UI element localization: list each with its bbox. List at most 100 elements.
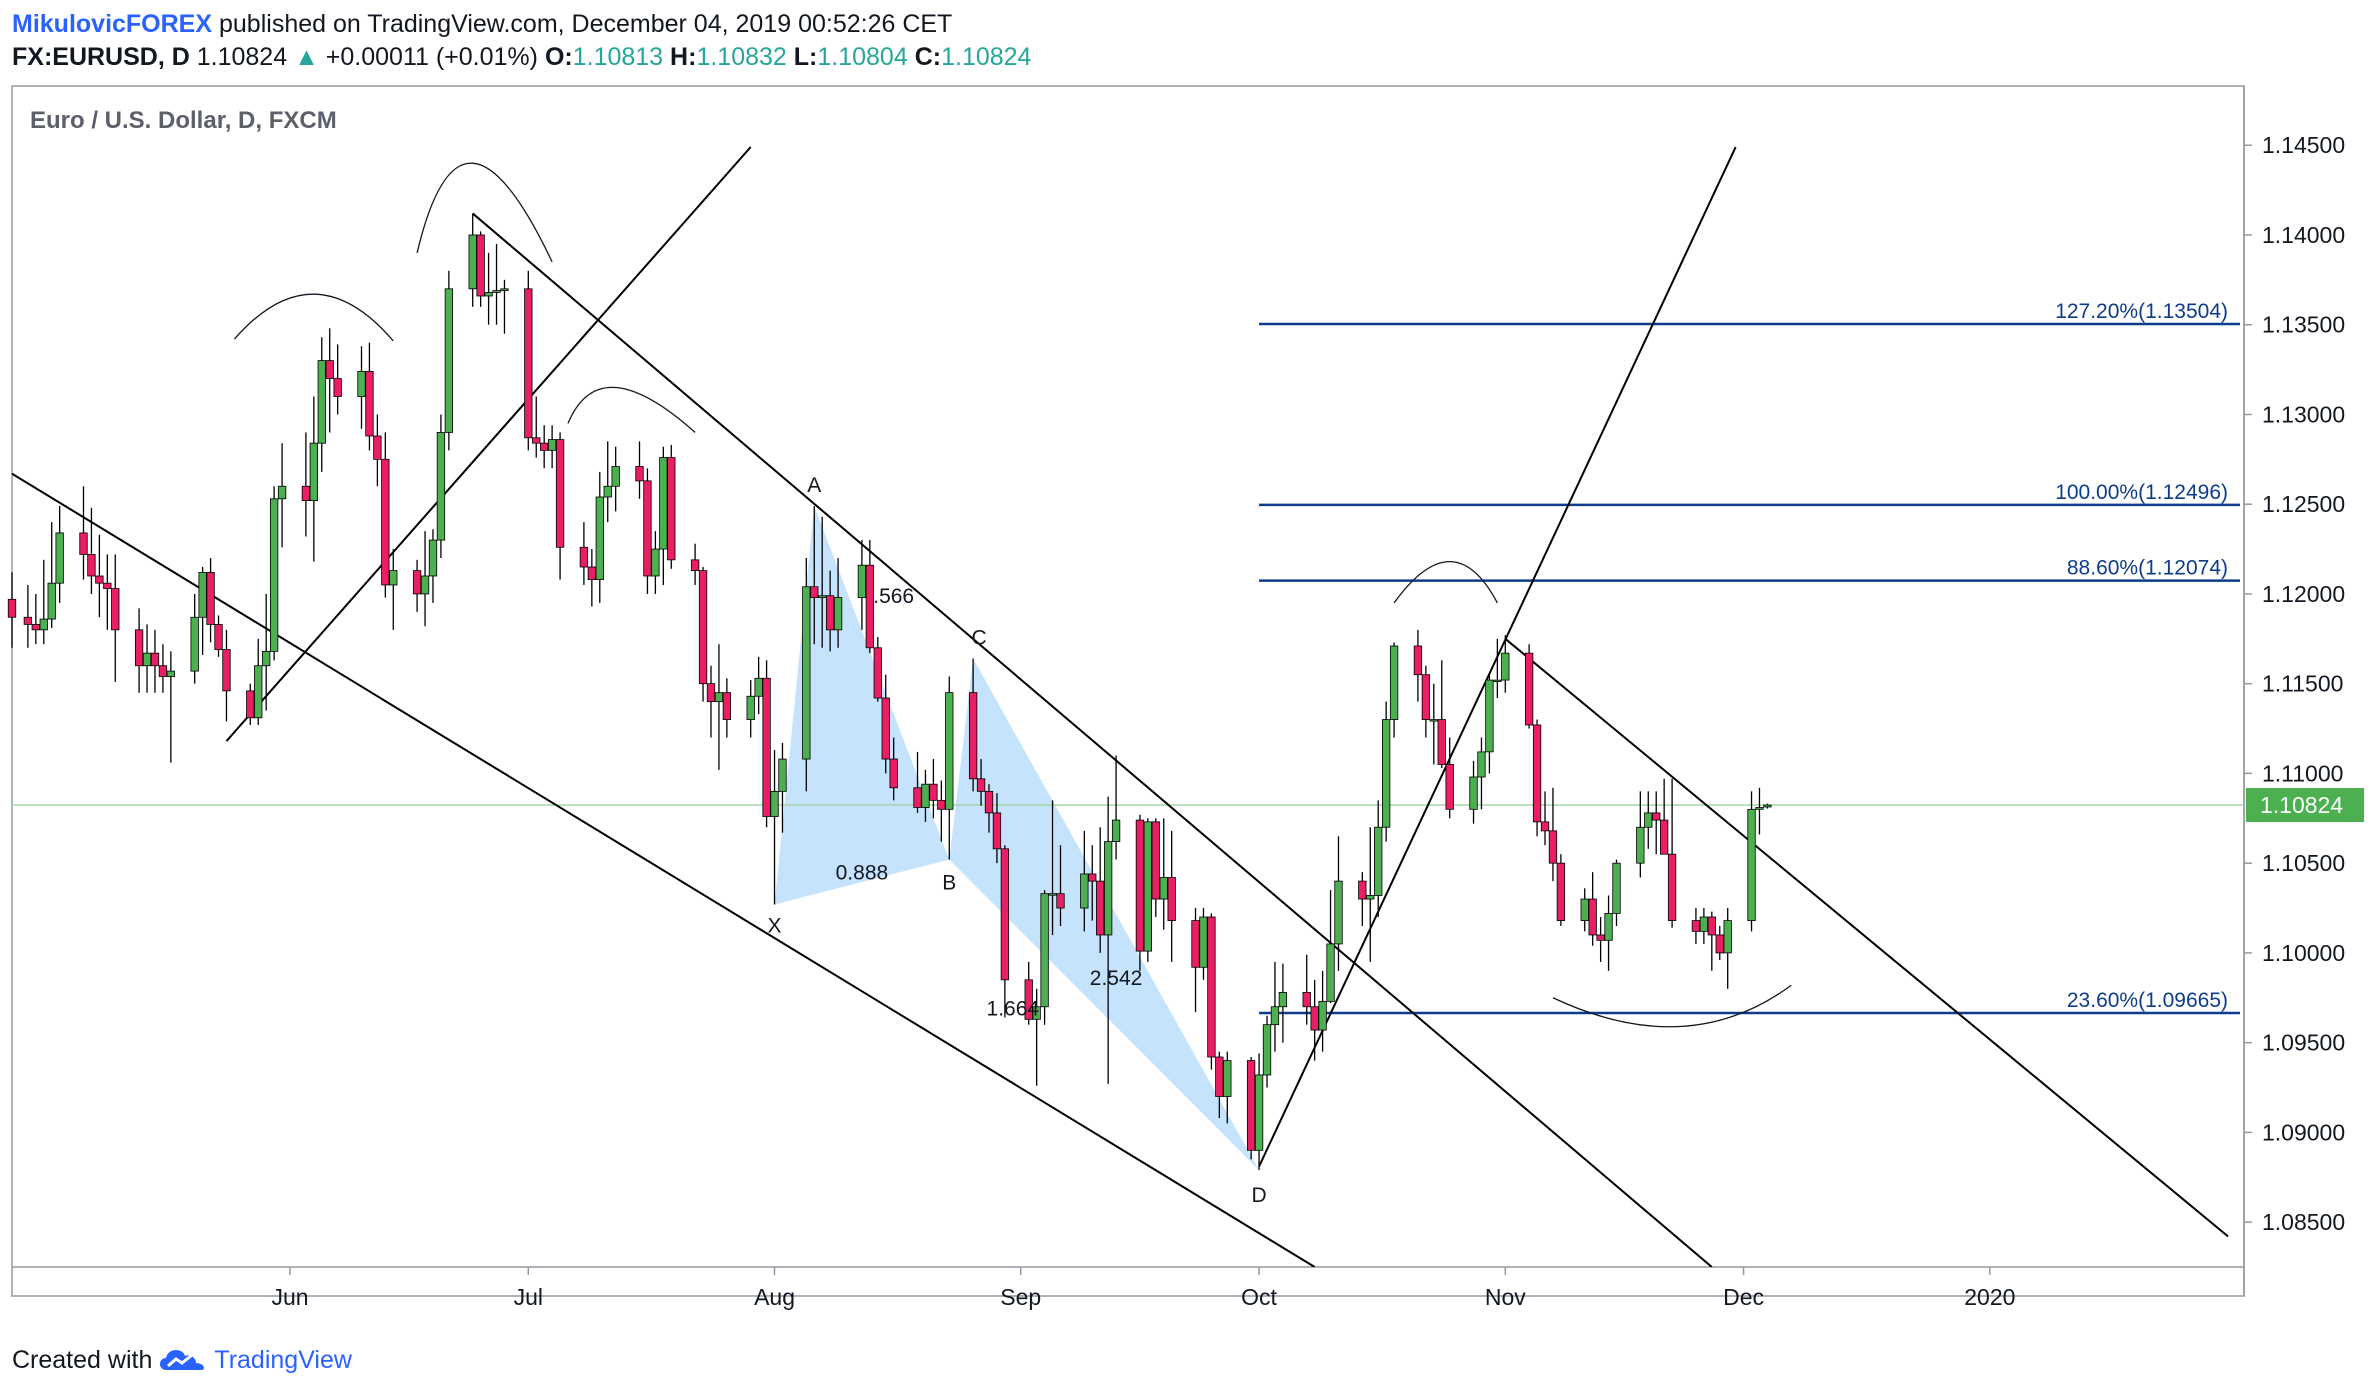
price-tag-label: 1.10824	[2260, 792, 2343, 818]
candle-body	[1381, 719, 1391, 828]
candle-body	[1254, 1074, 1264, 1151]
candle	[524, 270, 533, 451]
candle-body	[587, 566, 596, 580]
y-tick-label: 1.10000	[2262, 940, 2345, 966]
candle-body	[1699, 916, 1709, 932]
candle	[587, 549, 596, 607]
candle	[635, 441, 644, 499]
candle-body	[1207, 916, 1216, 1058]
tradingview-brand-link[interactable]: TradingView	[214, 1346, 352, 1374]
candle-body	[1056, 893, 1065, 909]
candle	[1024, 961, 1033, 1025]
symbol-label: FX:EURUSD, D	[12, 43, 190, 71]
candle-body	[222, 649, 231, 692]
candle	[913, 751, 922, 813]
trend-line	[12, 472, 1316, 1267]
candle-body	[746, 695, 755, 720]
candle	[1048, 800, 1057, 935]
candle	[1636, 791, 1645, 878]
author-link[interactable]: MikulovicFOREX	[12, 10, 213, 38]
candle	[301, 432, 311, 537]
harmonic-ratio-label: 2.542	[1090, 967, 1143, 990]
candle	[778, 742, 787, 833]
candle	[214, 615, 223, 657]
change-arrow-icon: ▲	[294, 43, 319, 71]
candle-body	[1199, 916, 1208, 968]
pattern-arc	[1393, 561, 1498, 604]
candle	[1596, 917, 1605, 962]
candle-body	[428, 539, 438, 577]
candle	[540, 425, 549, 469]
candle-body	[436, 432, 446, 541]
candle	[937, 780, 946, 842]
fib-level-label: 100.00%(1.12496)	[2055, 481, 2228, 504]
candle-body	[1000, 848, 1010, 981]
candle-body	[1477, 751, 1486, 778]
candle-body	[277, 485, 287, 500]
candle-body	[476, 234, 485, 297]
candle	[1715, 925, 1724, 961]
candle	[1532, 719, 1542, 837]
candle	[492, 243, 501, 325]
candle	[881, 674, 890, 774]
candle-body	[595, 496, 604, 580]
candle-body	[1270, 1006, 1280, 1026]
candle-body	[659, 457, 668, 550]
candle-body	[1080, 873, 1089, 909]
y-tick-label: 1.14000	[2262, 222, 2345, 248]
candle	[1413, 629, 1423, 702]
candle	[1755, 787, 1764, 835]
candle-body	[540, 442, 549, 451]
candle	[579, 522, 589, 585]
candle-body	[357, 370, 366, 397]
candle-body	[1580, 898, 1589, 921]
candle	[1763, 803, 1772, 809]
created-with-text: Created with	[12, 1346, 153, 1374]
candle-body	[992, 812, 1002, 850]
candle-body	[1644, 812, 1653, 828]
candle	[865, 540, 875, 654]
candle-body	[1667, 853, 1677, 921]
candle-body	[1532, 724, 1542, 823]
y-tick-label: 1.09000	[2262, 1119, 2345, 1145]
x-tick-label: Jun	[271, 1284, 308, 1310]
candle-body	[1707, 916, 1716, 936]
candle-body	[254, 665, 263, 719]
candle-body	[1024, 979, 1033, 1020]
fib-level-label: 23.60%(1.09665)	[2067, 989, 2228, 1012]
candle-body	[690, 559, 700, 572]
candle	[468, 213, 477, 307]
candle	[500, 279, 509, 334]
candle-body	[1048, 893, 1057, 896]
candle-body	[643, 480, 652, 577]
candle	[55, 505, 64, 603]
candle-body	[1604, 913, 1613, 941]
candle-body	[1429, 719, 1438, 722]
candle	[1262, 1015, 1272, 1088]
candle-body	[1246, 1060, 1256, 1151]
x-tick-label: Jul	[514, 1284, 543, 1310]
candle	[333, 344, 342, 415]
candle	[1588, 872, 1597, 946]
candle-body	[921, 783, 930, 808]
candle-body	[825, 595, 835, 631]
candle-body	[1437, 719, 1446, 765]
candle	[1485, 674, 1494, 774]
candle-body	[95, 575, 104, 584]
y-tick-label: 1.12500	[2262, 491, 2345, 517]
fibonacci-levels: 127.20%(1.13504) 100.00%(1.12496) 88.60%(1…	[1259, 300, 2240, 1015]
candle	[873, 637, 882, 702]
candle-body	[754, 677, 763, 697]
candle	[1310, 979, 1319, 1061]
candle	[1437, 660, 1446, 769]
candle	[643, 468, 652, 594]
candle-body	[55, 532, 64, 584]
candle	[381, 432, 390, 598]
candle-body	[1636, 826, 1645, 864]
candle-body	[412, 570, 422, 595]
harmonic-ratio-label: 1.664	[987, 998, 1040, 1021]
candle-body	[706, 683, 716, 703]
x-tick-label: Sep	[1000, 1284, 1041, 1310]
candle-body	[611, 466, 620, 487]
